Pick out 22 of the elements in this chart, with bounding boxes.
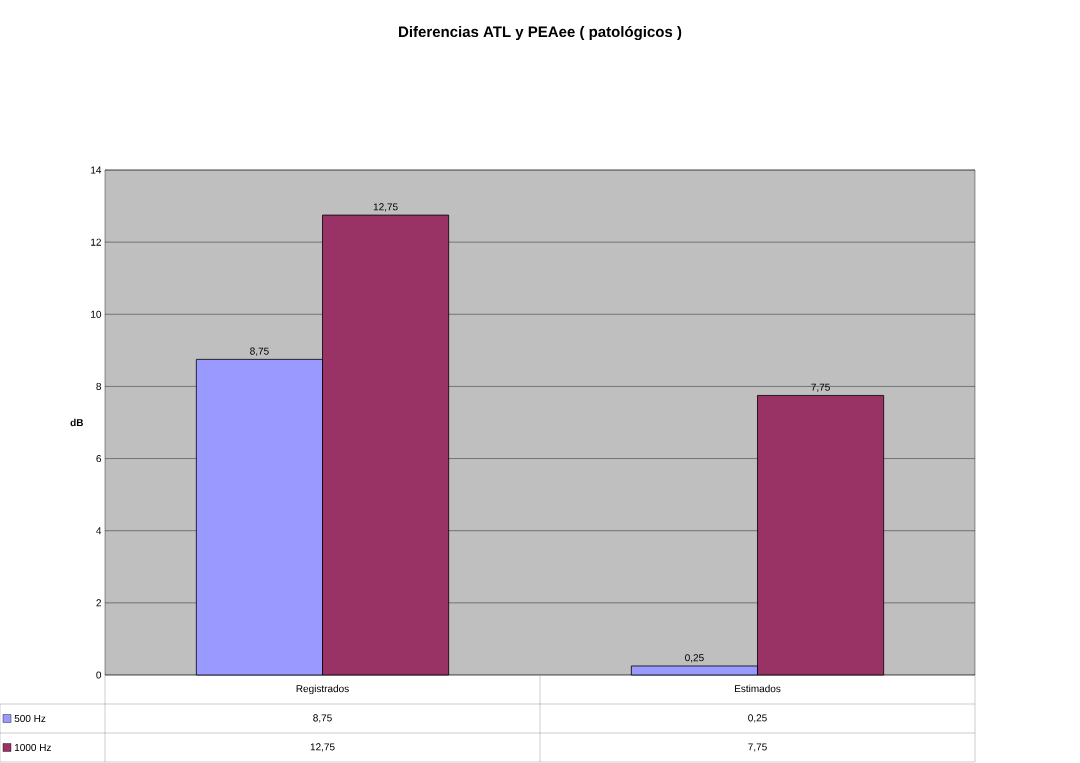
text: 0,25: [685, 654, 704, 663]
y-tick-label: 6: [96, 455, 102, 463]
text: 12,75: [373, 203, 398, 212]
x-tick-label: Registrados: [296, 684, 349, 695]
y-tick-label: 2: [96, 599, 101, 607]
x-tick-label: Estimados: [734, 684, 781, 693]
y-tick-label: 14: [91, 166, 102, 174]
text: 8,75: [250, 347, 269, 356]
y-axis-title: dB: [70, 418, 84, 427]
legend-label: 500 Hz: [14, 714, 46, 723]
y-tick-label: 10: [91, 310, 102, 318]
data-label: 8,75: [313, 714, 332, 723]
y-tick-label: 4: [96, 527, 102, 535]
data-label: 0,25: [748, 714, 767, 723]
text: 7,75: [811, 383, 830, 392]
data-label: 12,75: [310, 743, 335, 752]
chart-title: Diferencias ATL y PEAee ( patológicos ): [399, 25, 682, 41]
y-tick-label: 8: [96, 382, 102, 390]
y-tick-label: 12: [91, 238, 101, 246]
data-label: 7,75: [748, 743, 767, 752]
legend-label: 1000 Hz: [14, 743, 51, 752]
y-tick-label: 0: [96, 671, 102, 679]
